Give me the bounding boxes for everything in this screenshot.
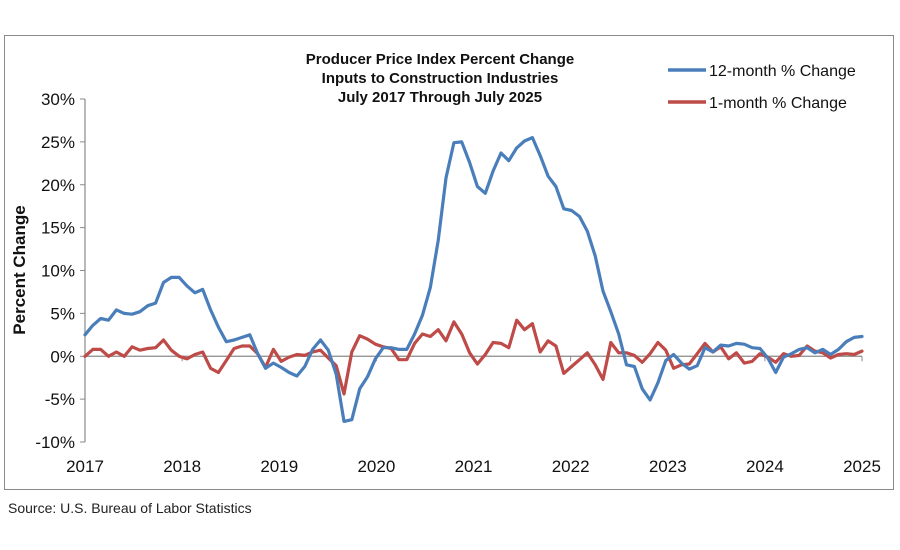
x-tick-label: 2024: [746, 457, 784, 476]
chart-title: Producer Price Index Percent Change Inpu…: [306, 51, 574, 106]
series-line-12-month: [83, 136, 864, 423]
y-tick-label: 30%: [41, 90, 75, 109]
series-layer: [83, 136, 864, 423]
y-tick-label: 25%: [41, 133, 75, 152]
x-tick-label: 2017: [66, 457, 104, 476]
title-line-2: Inputs to Construction Industries: [322, 70, 559, 87]
legend-label-12-month: 12-month % Change: [709, 63, 856, 80]
y-tick-label: 10%: [41, 262, 75, 281]
y-axis: -10% -5% 0% 5% 10% 15% 20% 25% 30%: [35, 90, 86, 452]
x-tick-label: 2025: [843, 457, 881, 476]
y-tick-label: 15%: [41, 219, 75, 238]
x-tick-label: 2020: [357, 457, 395, 476]
y-axis-label: Percent Change: [10, 205, 29, 334]
chart-frame: [4, 35, 894, 490]
y-tick-label: -10%: [35, 433, 75, 452]
x-tick-label: 2023: [649, 457, 687, 476]
x-tick-label: 2022: [552, 457, 590, 476]
x-tick-label: 2021: [455, 457, 493, 476]
y-tick-label: -5%: [45, 390, 75, 409]
x-tick-label: 2019: [260, 457, 298, 476]
source-note: Source: U.S. Bureau of Labor Statistics: [8, 500, 252, 516]
x-tick-label: 2018: [163, 457, 201, 476]
y-tick-label: 0%: [50, 347, 75, 366]
legend: 12-month % Change 1-month % Change: [668, 63, 856, 112]
series-line-1-month: [83, 318, 864, 396]
y-tick-label: 20%: [41, 176, 75, 195]
x-axis: 2017 2018 2019 2020 2021 2022 2023 2024 2025: [66, 355, 881, 476]
title-line-3: July 2017 Through July 2025: [338, 89, 542, 106]
legend-label-1-month: 1-month % Change: [709, 95, 847, 112]
title-line-1: Producer Price Index Percent Change: [306, 51, 574, 68]
y-tick-label: 5%: [50, 304, 75, 323]
